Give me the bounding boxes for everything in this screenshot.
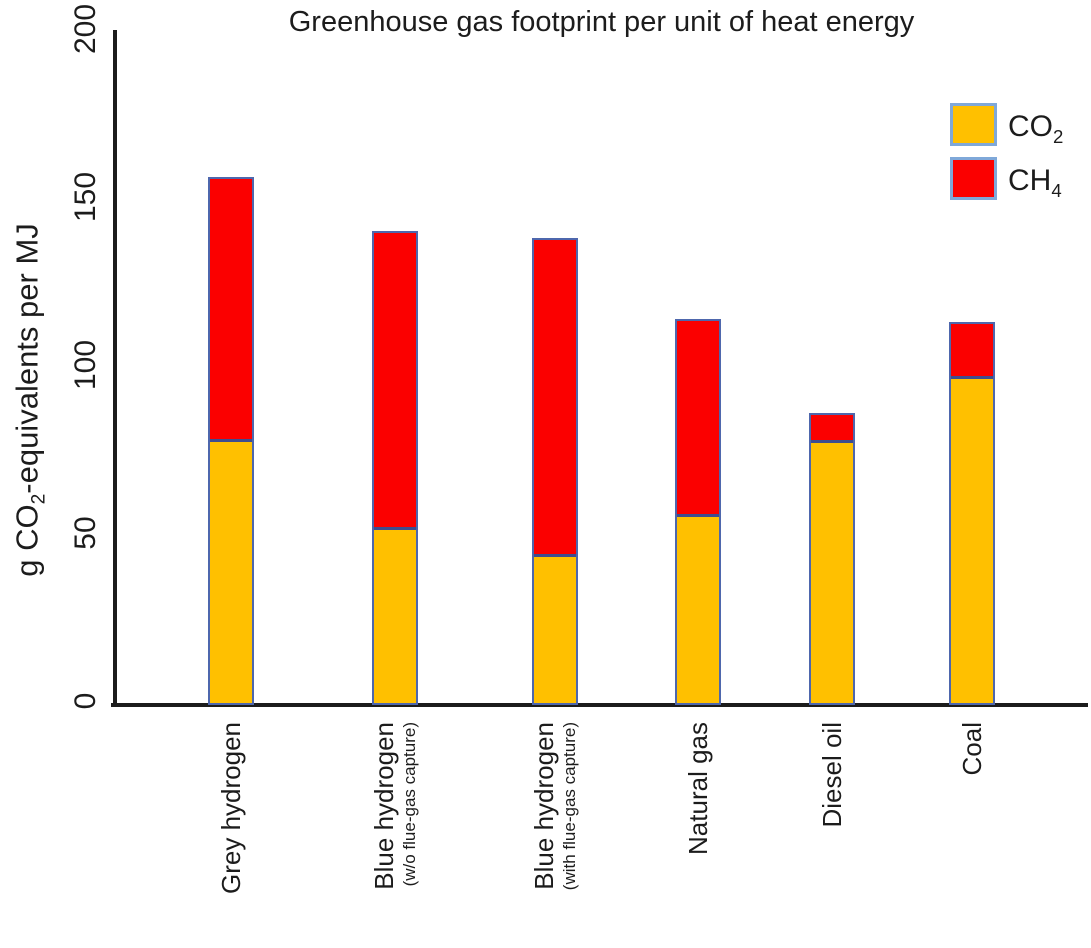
x-label-natural-gas-3: Natural gas (683, 722, 816, 855)
legend-label-co2-base: CO (1008, 110, 1053, 143)
x-label-text: Blue hydrogen (529, 722, 559, 890)
x-label-text: Natural gas (683, 722, 713, 855)
bar-natural-gas-3 (675, 319, 721, 705)
legend-swatch-co2 (950, 103, 997, 146)
y-tick-label-50: 50 (69, 516, 102, 550)
y-axis-title-pre: g CO (9, 504, 45, 577)
x-label-blue-hydrogen-1: Blue hydrogen (w/o flue-gas capture) (369, 722, 537, 890)
x-label-diesel-oil-4: Diesel oil (817, 722, 923, 828)
x-axis-line (111, 703, 1088, 707)
bar-ch4-segment (374, 233, 416, 530)
bar-co2-segment (210, 442, 252, 703)
bar-coal-5 (949, 322, 995, 705)
bar-blue-hydrogen-1 (372, 231, 418, 705)
bar-ch4-segment (534, 240, 576, 557)
chart-title: Greenhouse gas footprint per unit of hea… (288, 6, 915, 38)
y-axis-title-post: -equivalents per MJ (9, 223, 45, 494)
x-label-text: Diesel oil (817, 722, 847, 828)
bar-ch4-segment (951, 324, 993, 379)
bar-co2-segment (677, 517, 719, 703)
legend-label-ch4-base: CH (1008, 164, 1052, 197)
x-label-subtext: (with flue-gas capture) (560, 722, 579, 891)
y-axis-line (113, 30, 117, 707)
bar-grey-hydrogen-0 (208, 177, 254, 705)
legend-label-co2: CO2 (1008, 105, 1063, 158)
legend-swatch-ch4 (950, 157, 997, 200)
x-label-text: Blue hydrogen (369, 722, 399, 890)
x-label-grey-hydrogen-0: Grey hydrogen (216, 722, 388, 894)
bar-diesel-oil-4 (809, 413, 855, 705)
x-label-text: Grey hydrogen (216, 722, 246, 894)
bar-ch4-segment (677, 321, 719, 517)
x-label-coal-5: Coal (957, 722, 1010, 775)
bar-co2-segment (951, 379, 993, 703)
y-tick-label-100: 100 (69, 339, 102, 391)
legend-label-co2-sub: 2 (1053, 126, 1064, 147)
y-tick-label-0: 0 (69, 692, 102, 710)
y-tick-label-150: 150 (69, 171, 102, 223)
bar-blue-hydrogen-2 (532, 238, 578, 705)
y-axis-title: g CO2-equivalents per MJ (9, 223, 50, 577)
bar-ch4-segment (210, 179, 252, 442)
x-label-text: Coal (957, 722, 987, 776)
bar-ch4-segment (811, 415, 853, 443)
bar-co2-segment (534, 557, 576, 703)
bar-co2-segment (374, 530, 416, 703)
y-tick-label-200: 200 (69, 3, 102, 55)
legend-label-ch4: CH4 (1008, 159, 1062, 212)
legend-label-ch4-sub: 4 (1051, 180, 1062, 201)
y-axis-title-subscript: 2 (28, 493, 50, 505)
bar-co2-segment (811, 443, 853, 703)
x-label-blue-hydrogen-2: Blue hydrogen (with flue-gas capture) (529, 722, 697, 890)
x-label-subtext: (w/o flue-gas capture) (400, 722, 419, 887)
